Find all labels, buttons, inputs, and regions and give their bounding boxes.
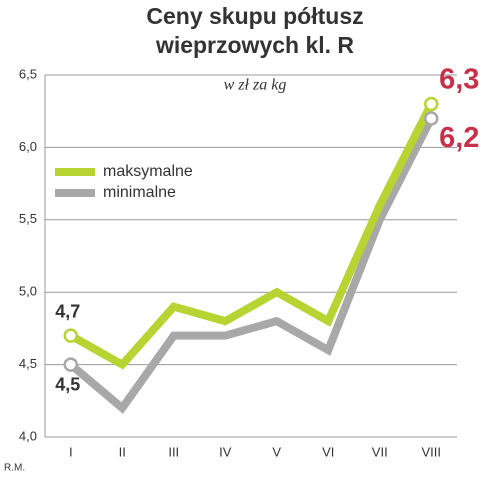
y-tick-label: 6,0	[19, 139, 37, 154]
y-tick-label: 5,0	[19, 284, 37, 299]
y-tick-label: 6,5	[19, 66, 37, 81]
value-label: 6,3	[439, 64, 479, 96]
x-tick-label: V	[272, 444, 281, 459]
legend-label: minimalne	[103, 184, 176, 201]
line	[68, 116, 435, 414]
x-tick-label: VII	[372, 444, 388, 459]
chart-title: Ceny skupu półtusz	[146, 3, 363, 29]
point-marker	[424, 96, 439, 112]
line	[68, 102, 435, 370]
chart-title: wieprzowych kl. R	[155, 32, 354, 58]
x-tick-label: III	[168, 444, 179, 459]
x-tick-label: I	[69, 444, 73, 459]
legend-label: maksymalne	[103, 163, 193, 180]
x-tick-label: IV	[219, 444, 232, 459]
x-tick-label: VI	[322, 444, 334, 459]
point-marker	[424, 111, 439, 126]
x-tick-label: II	[119, 444, 126, 459]
y-tick-label: 4,0	[19, 428, 37, 443]
x-tick-label: VIII	[421, 444, 441, 459]
chart-subtitle: w zł za kg	[224, 77, 287, 94]
value-label: 4,5	[55, 374, 80, 394]
credit: R.M.	[4, 463, 25, 474]
y-tick-label: 4,5	[19, 356, 37, 371]
point-marker	[63, 328, 78, 343]
value-label: 4,7	[55, 301, 80, 321]
value-label: 6,2	[439, 122, 479, 154]
y-tick-label: 5,5	[19, 211, 37, 226]
point-marker	[63, 357, 78, 372]
